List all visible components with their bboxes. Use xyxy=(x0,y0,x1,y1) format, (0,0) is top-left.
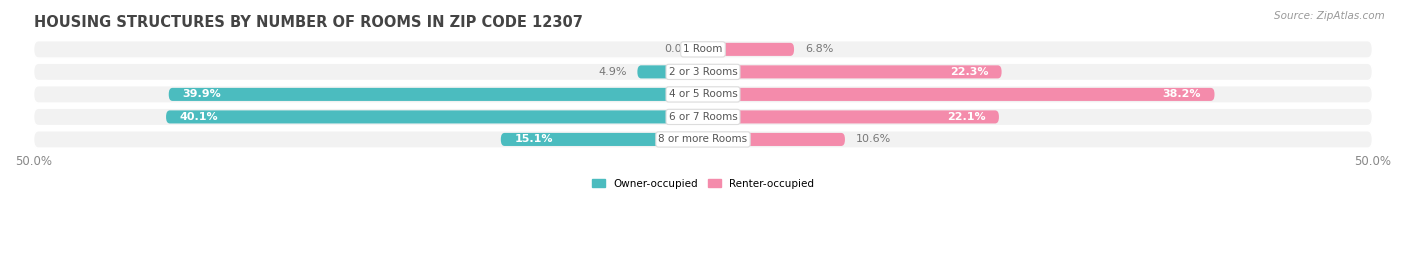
Text: 0.0%: 0.0% xyxy=(664,44,692,54)
Text: 6.8%: 6.8% xyxy=(804,44,834,54)
Text: 15.1%: 15.1% xyxy=(515,134,553,144)
Legend: Owner-occupied, Renter-occupied: Owner-occupied, Renter-occupied xyxy=(588,174,818,193)
Text: 38.2%: 38.2% xyxy=(1163,89,1201,100)
FancyBboxPatch shape xyxy=(637,65,703,79)
Text: 2 or 3 Rooms: 2 or 3 Rooms xyxy=(669,67,737,77)
FancyBboxPatch shape xyxy=(703,43,794,56)
FancyBboxPatch shape xyxy=(169,88,703,101)
Text: 22.1%: 22.1% xyxy=(946,112,986,122)
Text: 4 or 5 Rooms: 4 or 5 Rooms xyxy=(669,89,737,100)
Text: 1 Room: 1 Room xyxy=(683,44,723,54)
Text: 8 or more Rooms: 8 or more Rooms xyxy=(658,134,748,144)
Text: 10.6%: 10.6% xyxy=(856,134,891,144)
FancyBboxPatch shape xyxy=(166,110,703,123)
Text: 39.9%: 39.9% xyxy=(183,89,221,100)
FancyBboxPatch shape xyxy=(501,133,703,146)
FancyBboxPatch shape xyxy=(703,88,1215,101)
FancyBboxPatch shape xyxy=(34,63,1372,81)
FancyBboxPatch shape xyxy=(703,110,998,123)
Text: 6 or 7 Rooms: 6 or 7 Rooms xyxy=(669,112,737,122)
FancyBboxPatch shape xyxy=(34,131,1372,148)
FancyBboxPatch shape xyxy=(703,65,1001,79)
Text: Source: ZipAtlas.com: Source: ZipAtlas.com xyxy=(1274,11,1385,21)
FancyBboxPatch shape xyxy=(703,133,845,146)
Text: 4.9%: 4.9% xyxy=(598,67,627,77)
FancyBboxPatch shape xyxy=(34,41,1372,58)
Text: HOUSING STRUCTURES BY NUMBER OF ROOMS IN ZIP CODE 12307: HOUSING STRUCTURES BY NUMBER OF ROOMS IN… xyxy=(34,15,582,30)
Text: 22.3%: 22.3% xyxy=(949,67,988,77)
FancyBboxPatch shape xyxy=(34,86,1372,103)
Text: 40.1%: 40.1% xyxy=(180,112,218,122)
FancyBboxPatch shape xyxy=(34,108,1372,126)
